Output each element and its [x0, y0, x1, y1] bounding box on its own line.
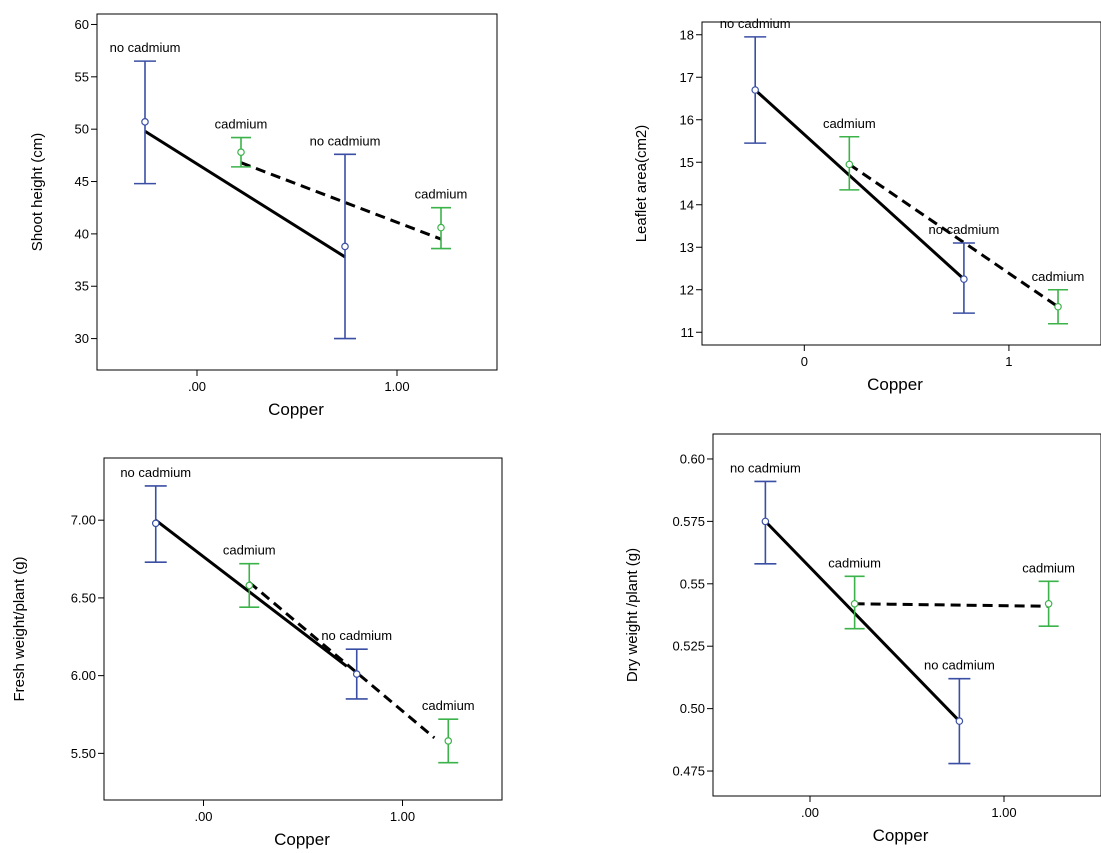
- cadmium-point-label: cadmium: [415, 187, 468, 202]
- chart-3: 5.50 6.00 6.50 7.00 .00 1.00 Copper Fresh weigh…: [11, 457, 503, 849]
- plot-frame: [96, 13, 498, 371]
- no-cadmium-point-label: no cadmium: [924, 658, 995, 673]
- no-cadmium-trend-line: [764, 520, 961, 723]
- cadmium-trend-line: [854, 602, 1049, 608]
- x-axis-title: Copper: [873, 826, 929, 845]
- y-axis-title: Shoot height (cm): [29, 133, 46, 251]
- cadmium-mean-point: [245, 581, 254, 590]
- no-cadmium-point-label: no cadmium: [110, 40, 181, 55]
- no-cadmium-point-label: no cadmium: [929, 222, 1000, 237]
- no-cadmium-point-label: no cadmium: [120, 465, 191, 480]
- x-axis-title: Copper: [274, 830, 330, 849]
- no-cadmium-mean-point: [352, 670, 361, 678]
- cadmium-trend-line: [248, 581, 436, 739]
- y-tick-label: 5.50: [71, 746, 96, 761]
- x-tick-label: 1.00: [384, 379, 409, 394]
- y-tick-label: 15: [680, 155, 694, 170]
- x-tick-label: 1.00: [991, 805, 1016, 820]
- y-tick-label: 16: [680, 112, 694, 127]
- x-axis-title: Copper: [268, 400, 324, 419]
- y-tick-label: 11: [681, 325, 695, 340]
- y-tick-label: 40: [75, 226, 89, 241]
- plot-frame: [103, 457, 503, 801]
- chart-2: 11 12 13 14 15 16 17 18 0 1 Copper Leaflet area(cm2…: [633, 16, 1101, 394]
- cadmium-trend-line: [240, 161, 442, 241]
- y-tick-label: 0.60: [680, 451, 705, 466]
- no-cadmium-mean-point: [341, 242, 349, 251]
- y-tick-label: 0.525: [672, 639, 705, 654]
- x-tick-label: 0: [801, 354, 808, 369]
- plot-frame: [712, 433, 1101, 797]
- no-cadmium-trend-line: [154, 518, 348, 668]
- y-tick-label: 6.00: [71, 668, 96, 683]
- y-tick-label: 12: [680, 282, 694, 297]
- y-tick-label: 0.50: [680, 701, 705, 716]
- no-cadmium-mean-point: [955, 717, 964, 725]
- no-cadmium-point-label: no cadmium: [730, 460, 801, 475]
- cadmium-point-label: cadmium: [422, 698, 475, 713]
- y-tick-label: 6.50: [71, 590, 96, 605]
- cadmium-mean-point: [444, 737, 453, 745]
- y-tick-label: 45: [75, 174, 89, 189]
- y-tick-label: 35: [75, 279, 89, 294]
- no-cadmium-mean-point: [751, 86, 760, 94]
- y-tick-label: 0.575: [672, 514, 705, 529]
- cadmium-point-label: cadmium: [823, 116, 876, 131]
- y-tick-label: 7.00: [71, 513, 96, 528]
- x-axis-title: Copper: [867, 375, 923, 394]
- chart-1: 30 35 40 45 50 55 60 .00 1.00 Copper Shoot height …: [29, 13, 498, 419]
- cadmium-mean-point: [237, 148, 245, 157]
- y-tick-label: 18: [680, 27, 694, 42]
- y-tick-label: 50: [75, 122, 89, 137]
- no-cadmium-point-label: no cadmium: [720, 16, 791, 31]
- no-cadmium-point-label: no cadmium: [310, 133, 381, 148]
- cadmium-point-label: cadmium: [1032, 269, 1085, 284]
- x-tick-label: .00: [194, 809, 212, 824]
- cadmium-point-label: cadmium: [1022, 560, 1075, 575]
- cadmium-point-label: cadmium: [828, 555, 881, 570]
- no-cadmium-mean-point: [151, 519, 160, 528]
- no-cadmium-trend-line: [754, 88, 965, 281]
- y-tick-label: 13: [680, 240, 694, 255]
- cadmium-trend-line: [848, 163, 1059, 308]
- cadmium-mean-point: [437, 223, 445, 232]
- x-tick-label: .00: [188, 379, 206, 394]
- x-tick-label: .00: [801, 805, 819, 820]
- y-tick-label: 55: [75, 69, 89, 84]
- y-axis-title: Leaflet area(cm2): [633, 125, 650, 243]
- y-axis-title: Dry weight /plant (g): [624, 548, 641, 682]
- no-cadmium-mean-point: [960, 275, 968, 283]
- y-tick-label: 60: [75, 17, 89, 32]
- no-cadmium-trend-line: [144, 130, 346, 259]
- no-cadmium-mean-point: [761, 517, 770, 526]
- y-tick-label: 0.475: [672, 764, 705, 779]
- cadmium-mean-point: [850, 599, 859, 608]
- y-tick-label: 30: [75, 331, 89, 346]
- cadmium-point-label: cadmium: [215, 117, 268, 132]
- y-tick-label: 0.55: [680, 576, 705, 591]
- cadmium-mean-point: [1054, 302, 1062, 311]
- x-tick-label: 1.00: [390, 809, 415, 824]
- cadmium-mean-point: [1044, 599, 1053, 608]
- y-axis-title: Fresh weight/plant (g): [11, 556, 28, 701]
- y-tick-label: 17: [680, 70, 694, 85]
- no-cadmium-point-label: no cadmium: [321, 628, 392, 643]
- y-tick-label: 14: [680, 197, 694, 212]
- chart-4: 0.475 0.50 0.525 0.55 0.575 0.60 .00 1.00 Copper…: [624, 433, 1101, 845]
- plot-frame: [701, 21, 1101, 346]
- no-cadmium-mean-point: [141, 118, 149, 126]
- cadmium-point-label: cadmium: [223, 543, 276, 558]
- x-tick-label: 1: [1005, 354, 1012, 369]
- cadmium-mean-point: [845, 160, 854, 169]
